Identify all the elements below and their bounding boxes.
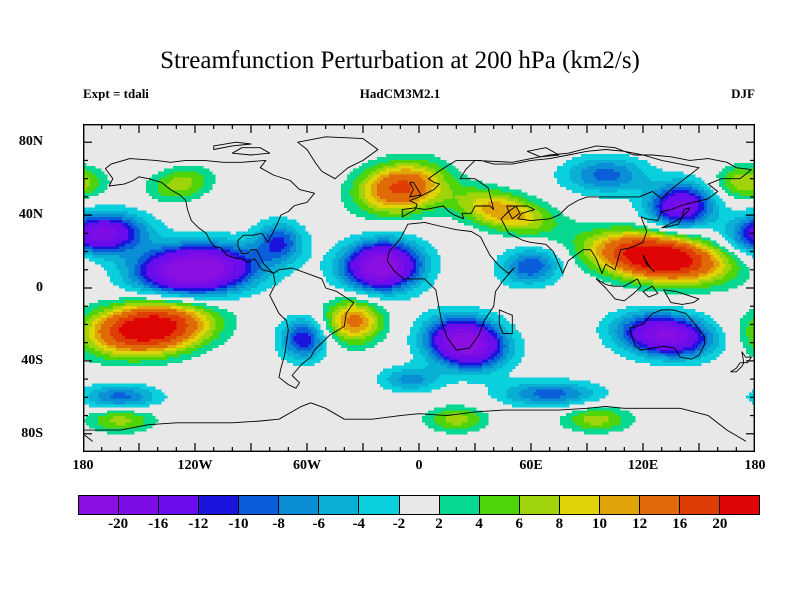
x-axis-tick-label: 0 bbox=[415, 458, 423, 473]
colorbar-tick-label: -6 bbox=[312, 516, 325, 532]
colorbar-band bbox=[119, 496, 160, 514]
model-label: HadCM3M2.1 bbox=[359, 86, 441, 101]
colorbar-tick-label: 16 bbox=[672, 516, 688, 532]
colorbar-tick-label: 12 bbox=[632, 516, 648, 532]
colorbar-tick-label: -2 bbox=[392, 516, 406, 532]
colorbar-tick-label: -20 bbox=[108, 516, 129, 532]
x-axis-tick-label: 60E bbox=[519, 458, 543, 473]
x-axis-tick-label: 180 bbox=[744, 458, 766, 473]
colorbar-band bbox=[279, 496, 320, 514]
y-axis-tick-label: 40N bbox=[18, 207, 43, 223]
x-axis-tick-label: 60W bbox=[293, 458, 321, 473]
colorbar-tick-label: 4 bbox=[475, 516, 483, 532]
experiment-label: Expt = tdali bbox=[83, 86, 149, 101]
colorbar-band bbox=[319, 496, 360, 514]
season-label: DJF bbox=[731, 86, 755, 101]
colorbar-tick-label: -4 bbox=[352, 516, 366, 532]
colorbar-band bbox=[519, 496, 560, 514]
colorbar-band bbox=[439, 496, 480, 514]
colorbar-band bbox=[639, 496, 680, 514]
colorbar-tick-label: 6 bbox=[515, 516, 524, 532]
colorbar-tick-label: -10 bbox=[228, 516, 249, 532]
colorbar bbox=[78, 495, 760, 515]
colorbar-tick-label: -12 bbox=[188, 516, 209, 532]
colorbar-band bbox=[720, 496, 760, 514]
colorbar-band bbox=[359, 496, 400, 514]
colorbar-bands bbox=[78, 495, 760, 515]
x-axis-tick-label: 180 bbox=[72, 458, 94, 473]
colorbar-ticklabels: -20 -16 -12 -10 -8 -6 -4 -2 2 4 6 8 10 12 16 20 bbox=[78, 516, 760, 538]
colorbar-band bbox=[159, 496, 200, 514]
colorbar-band bbox=[599, 496, 640, 514]
colorbar-tick-label: 8 bbox=[555, 516, 564, 532]
colorbar-tick-label: 2 bbox=[435, 516, 443, 532]
y-axis-tick-label: 80S bbox=[21, 425, 43, 441]
y-axis-tick-label: 0 bbox=[36, 280, 43, 295]
colorbar-band bbox=[479, 496, 520, 514]
x-axis-tick-label: 120E bbox=[627, 458, 659, 473]
colorbar-band bbox=[199, 496, 240, 514]
map-plot-area bbox=[83, 124, 755, 452]
colorbar-band bbox=[679, 496, 720, 514]
colorbar-band bbox=[79, 496, 120, 514]
x-axis-tick-label: 120W bbox=[177, 458, 213, 473]
y-axis-tick-label: 40S bbox=[21, 352, 43, 368]
colorbar-band bbox=[399, 496, 440, 514]
colorbar-band bbox=[239, 496, 280, 514]
colorbar-tick-label: 20 bbox=[712, 516, 728, 532]
colorbar-band bbox=[559, 496, 600, 514]
page-title: Streamfunction Perturbation at 200 hPa (… bbox=[160, 47, 640, 74]
contour-map bbox=[83, 124, 755, 452]
colorbar-tick-label: -8 bbox=[272, 516, 285, 532]
colorbar-tick-label: 10 bbox=[592, 516, 608, 532]
y-axis-tick-label: 80N bbox=[18, 134, 43, 150]
colorbar-tick-label: -16 bbox=[148, 516, 169, 532]
